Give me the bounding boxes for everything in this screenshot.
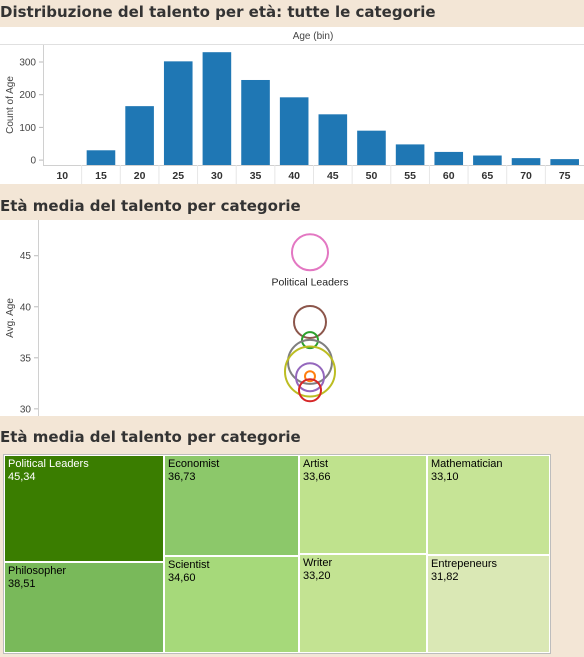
histogram-panel: Age (bin) Count of Age 0 100 200 300 10 15 20 25 3… <box>0 27 584 184</box>
bubble-annotation: Political Leaders <box>271 276 348 288</box>
histogram-bar <box>318 114 348 165</box>
histogram-bar <box>395 144 425 165</box>
x-tick-label: 75 <box>559 170 571 182</box>
treemap-value: 36,73 <box>168 471 196 483</box>
bubble-artist <box>284 345 336 398</box>
histogram-title: Distribuzione del talento per età: tutte… <box>0 3 436 21</box>
treemap-label: Writer <box>303 557 333 569</box>
x-tick-label: 45 <box>327 170 339 182</box>
y-axis-title: Avg. Age <box>5 298 16 338</box>
bubble-mathematician <box>295 362 325 393</box>
y-tick-label: 45 <box>20 251 32 262</box>
x-tick-label: 70 <box>520 170 532 182</box>
y-tick-label: 100 <box>19 123 36 134</box>
treemap-cell-mathematician: Mathematician 33,10 <box>427 455 550 555</box>
treemap-cell-political-leaders: Political Leaders 45,34 <box>4 455 164 562</box>
histogram-bar <box>279 97 309 165</box>
y-tick-label: 35 <box>20 353 32 364</box>
bubble-philosopher <box>293 304 327 339</box>
treemap-value: 33,66 <box>303 471 331 483</box>
treemap-label: Economist <box>168 458 220 470</box>
treemap-value: 45,34 <box>8 471 36 483</box>
y-tick-label: 30 <box>20 404 32 415</box>
treemap-value: 38,51 <box>8 578 36 590</box>
histogram-bar <box>241 79 270 165</box>
x-tick-label: 65 <box>482 170 494 182</box>
y-axis-title: Count of Age <box>5 76 16 134</box>
treemap-label: Scientist <box>168 559 210 571</box>
histogram-bar <box>357 130 386 165</box>
y-tick-label: 200 <box>19 90 36 101</box>
histogram-bar <box>434 151 464 165</box>
y-tick-label: 300 <box>19 58 36 69</box>
treemap-label: Entrepeneurs <box>431 558 498 570</box>
avg-age-treemap: Political Leaders 45,34 Philosopher 38,51 Ec… <box>3 454 551 654</box>
histogram-bar <box>473 155 502 165</box>
x-tick-label: 55 <box>404 170 416 182</box>
treemap-cell-entrepeneurs: Entrepeneurs 31,82 <box>427 555 550 653</box>
histogram-bar <box>86 150 116 165</box>
histogram-bar <box>125 106 154 165</box>
bubble-panel: Avg. Age 30 35 40 45 Political Leaders <box>0 220 584 416</box>
treemap-label: Mathematician <box>431 458 503 470</box>
bubble-entrepeneurs <box>298 378 322 403</box>
treemap-title: Età media del talento per categorie <box>0 428 301 446</box>
treemap-cell-scientist: Scientist 34,60 <box>164 556 299 653</box>
x-tick-label: 20 <box>134 170 146 182</box>
x-tick-label: 40 <box>288 170 300 182</box>
avg-age-bubble-chart: Avg. Age 30 35 40 45 Political Leaders <box>5 220 349 416</box>
x-tick-label: 60 <box>443 170 455 182</box>
histogram-bar <box>511 158 541 165</box>
bubble-scientist <box>287 338 333 385</box>
bubble-political-leaders <box>291 233 329 272</box>
treemap-cell-writer: Writer 33,20 <box>299 554 427 653</box>
histogram-bar <box>202 52 232 165</box>
bubble-writer <box>304 370 316 383</box>
x-tick-label: 15 <box>95 170 107 182</box>
x-tick-label: 50 <box>366 170 378 182</box>
treemap-cell-philosopher: Philosopher 38,51 <box>4 562 164 653</box>
x-axis-title: Age (bin) <box>293 31 334 42</box>
treemap-value: 33,10 <box>431 471 459 483</box>
x-tick-label: 10 <box>56 170 68 182</box>
y-tick-label: 0 <box>30 156 36 167</box>
treemap-cell-economist: Economist 36,73 <box>164 455 299 556</box>
x-tick-label: 25 <box>172 170 184 182</box>
bubble-economist <box>301 331 319 350</box>
bubble-chart-title: Età media del talento per categorie <box>0 197 301 215</box>
y-tick-label: 40 <box>20 302 32 313</box>
age-histogram-chart: Age (bin) Count of Age 0 100 200 300 10 15 20 25 3… <box>0 31 584 184</box>
treemap-label: Artist <box>303 458 329 470</box>
treemap-value: 31,82 <box>431 571 459 583</box>
treemap-cell-artist: Artist 33,66 <box>299 455 427 554</box>
treemap-label: Political Leaders <box>8 458 89 470</box>
histogram-bar <box>550 159 579 165</box>
treemap-value: 34,60 <box>168 572 196 584</box>
histogram-bar <box>163 61 193 166</box>
treemap-label: Philosopher <box>8 565 67 577</box>
x-tick-label: 35 <box>250 170 262 182</box>
treemap-value: 33,20 <box>303 570 331 582</box>
x-tick-label: 30 <box>211 170 223 182</box>
